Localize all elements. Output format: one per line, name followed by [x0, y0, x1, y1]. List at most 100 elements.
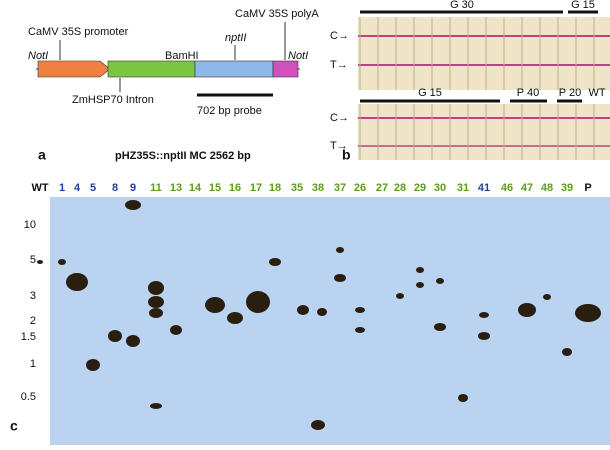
lane-label: WT [31, 182, 48, 194]
label: CaMV 35S polyA [235, 8, 319, 20]
lane-label: 18 [269, 182, 281, 194]
label: CaMV 35S promoter [28, 26, 129, 38]
band [416, 282, 424, 288]
size-label: 1.5 [21, 331, 36, 343]
size-label: 0.5 [21, 391, 36, 403]
band [269, 258, 281, 266]
band [416, 267, 424, 273]
label: 702 bp probe [197, 105, 262, 117]
construct-map: CaMV 35S promoter NotI BamHI nptII CaMV … [28, 8, 319, 163]
band [58, 259, 66, 265]
size-label: 1 [30, 358, 36, 370]
promoter-box [37, 60, 111, 78]
lane-label: 48 [541, 182, 553, 194]
nptii-box [194, 60, 274, 78]
band [108, 330, 122, 342]
lane-label: 9 [130, 182, 136, 194]
lane-label: 30 [434, 182, 446, 194]
label: BamHI [165, 50, 199, 62]
group-label: G 30 [450, 0, 474, 11]
band [227, 312, 243, 324]
group-label: WT [588, 87, 605, 99]
label: ZmHSP70 Intron [72, 94, 154, 106]
lane-label: 16 [229, 182, 241, 194]
group-label: G 15 [571, 0, 595, 11]
size-label: 10 [24, 219, 36, 231]
panel-letter: a [38, 147, 46, 163]
lane-label: 28 [394, 182, 406, 194]
label: NotI [28, 50, 48, 62]
lane-label: 1 [59, 182, 65, 194]
band [518, 303, 536, 317]
band [334, 274, 346, 282]
t-marker: T→ [330, 59, 348, 71]
panel-letter: c [10, 418, 18, 434]
lane-label: 35 [291, 182, 303, 194]
band [434, 323, 446, 331]
band [150, 403, 162, 409]
band [149, 308, 163, 318]
band [478, 332, 490, 340]
band [317, 308, 327, 316]
size-label: 3 [30, 290, 36, 302]
lane-label: 14 [189, 182, 202, 194]
band [479, 312, 489, 318]
gel-strips: G 30 G 15 G 15 P 40 P 20 WT C→ T→ C→ T→ … [330, 0, 610, 163]
band [562, 348, 572, 356]
label: NotI [288, 50, 308, 62]
band [148, 296, 164, 308]
band [355, 307, 365, 313]
intron-box [107, 60, 196, 78]
panel-letter: b [342, 147, 351, 163]
band [37, 260, 43, 264]
blot [50, 197, 610, 445]
band [125, 200, 141, 210]
lane-label: 46 [501, 182, 513, 194]
lane-label: 26 [354, 182, 366, 194]
lane-label: 4 [74, 182, 81, 194]
lane-label: 31 [457, 182, 469, 194]
band [126, 335, 140, 347]
lane-label: 29 [414, 182, 426, 194]
lane-label: 11 [150, 182, 162, 194]
lane-label: 13 [170, 182, 182, 194]
band [170, 325, 182, 335]
label: nptII [225, 32, 246, 44]
polya-box [272, 60, 299, 78]
lane-label: 38 [312, 182, 324, 194]
band [355, 327, 365, 333]
size-label: 2 [30, 315, 36, 327]
lane-label: 47 [521, 182, 533, 194]
lane-label: 37 [334, 182, 346, 194]
strip-bottom [358, 104, 610, 160]
group-label: P 40 [517, 87, 539, 99]
t-marker: T→ [330, 140, 348, 152]
band [148, 281, 164, 295]
c-marker: C→ [330, 30, 349, 42]
band [396, 293, 404, 299]
strip-top [358, 17, 610, 90]
band [246, 291, 270, 313]
band [336, 247, 344, 253]
group-label: G 15 [418, 87, 442, 99]
group-label: P 20 [559, 87, 581, 99]
lane-label: 15 [209, 182, 221, 194]
band [575, 304, 601, 322]
band [205, 297, 225, 313]
lane-label: 5 [90, 182, 96, 194]
size-label: 5 [30, 254, 36, 266]
band [311, 420, 325, 430]
panel-title: pHZ35S::nptII MC 2562 bp [115, 150, 251, 162]
band [436, 278, 444, 284]
lane-label: 39 [561, 182, 573, 194]
lane-label: 8 [112, 182, 118, 194]
c-marker: C→ [330, 112, 349, 124]
band [86, 359, 100, 371]
band [543, 294, 551, 300]
lane-label: 41 [478, 182, 490, 194]
band [458, 394, 468, 402]
band [297, 305, 309, 315]
lane-label: 17 [250, 182, 262, 194]
band [66, 273, 88, 291]
